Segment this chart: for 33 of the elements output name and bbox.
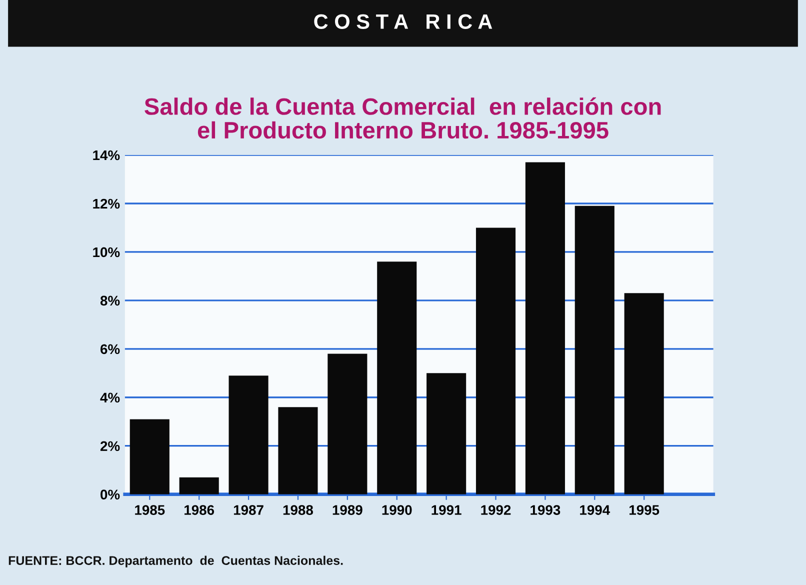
bar [228,376,268,494]
y-tick-label: 4% [100,392,120,403]
x-tick-label: 1989 [332,505,362,515]
x-tick-label: 1985 [135,505,165,515]
y-tick-label: 0% [100,490,120,500]
y-tick-label: 2% [100,441,120,451]
x-tick-label: 1990 [382,505,412,515]
x-tick-label: 1986 [184,505,214,515]
bar [179,477,219,494]
bar [476,228,516,494]
y-tick-label: 12% [93,198,120,209]
chart-title: Saldo de la Cuenta Comercial en relación con el Producto Interno Bruto. 1985-1995 [144,97,661,139]
bar [624,293,664,494]
y-tick-label: 14% [93,150,120,160]
y-tick-label: 10% [93,247,120,258]
x-tick-label: 1994 [580,505,610,515]
x-tick-label: 1992 [481,505,511,515]
bar [328,354,368,494]
source-note: FUENTE: BCCR. Departamento de Cuentas Nacionales. [8,556,343,568]
bar [377,262,417,494]
y-tick-label: 6% [100,344,120,354]
bar [574,206,614,494]
x-tick-label: 1991 [432,505,462,515]
bar [426,373,466,494]
bar [130,419,170,494]
x-tick-label: 1988 [283,505,314,515]
x-tick-label: 1993 [530,505,560,515]
text: C O S T A R I C A [314,14,492,29]
x-tick-label: 1987 [234,505,264,515]
x-tick-label: 1995 [630,505,660,515]
y-tick-label: 8% [100,296,120,306]
bar [278,407,318,494]
bar [525,162,565,494]
